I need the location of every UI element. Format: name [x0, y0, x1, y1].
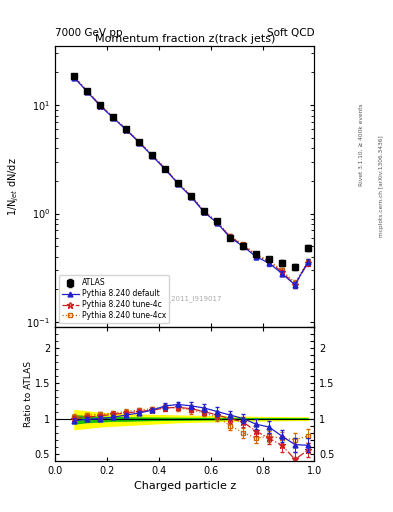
Pythia 8.240 tune-4cx — [189, 193, 194, 199]
Pythia 8.240 tune-4cx — [241, 241, 246, 247]
Pythia 8.240 tune-4cx — [202, 208, 207, 214]
X-axis label: Charged particle z: Charged particle z — [134, 481, 236, 491]
Pythia 8.240 tune-4cx — [176, 180, 181, 186]
Pythia 8.240 default — [306, 259, 310, 265]
Pythia 8.240 tune-4c — [137, 139, 142, 145]
Pythia 8.240 tune-4c — [176, 180, 181, 186]
Pythia 8.240 tune-4c — [306, 260, 310, 266]
Pythia 8.240 tune-4c — [228, 234, 233, 240]
Pythia 8.240 default — [176, 181, 181, 187]
Pythia 8.240 tune-4c — [241, 242, 246, 248]
Line: Pythia 8.240 default: Pythia 8.240 default — [72, 75, 310, 287]
Y-axis label: Ratio to ATLAS: Ratio to ATLAS — [24, 361, 33, 427]
Line: Pythia 8.240 tune-4c: Pythia 8.240 tune-4c — [72, 74, 311, 288]
Pythia 8.240 tune-4cx — [306, 259, 310, 265]
Pythia 8.240 tune-4c — [293, 282, 298, 288]
Pythia 8.240 default — [241, 243, 246, 249]
Pythia 8.240 tune-4cx — [150, 152, 155, 158]
Pythia 8.240 default — [202, 209, 207, 215]
Text: 7000 GeV pp: 7000 GeV pp — [55, 28, 123, 38]
Pythia 8.240 tune-4c — [150, 152, 155, 158]
Pythia 8.240 tune-4cx — [98, 102, 103, 108]
Text: mcplots.cern.ch [arXiv:1306.3436]: mcplots.cern.ch [arXiv:1306.3436] — [379, 136, 384, 238]
Pythia 8.240 tune-4cx — [124, 126, 129, 133]
Pythia 8.240 tune-4cx — [137, 139, 142, 145]
Pythia 8.240 default — [98, 103, 103, 109]
Text: Soft QCD: Soft QCD — [267, 28, 314, 38]
Pythia 8.240 default — [215, 220, 220, 226]
Pythia 8.240 tune-4cx — [228, 233, 233, 239]
Pythia 8.240 default — [72, 75, 77, 81]
Text: ATLAS_2011_I919017: ATLAS_2011_I919017 — [147, 295, 222, 302]
Pythia 8.240 tune-4cx — [293, 280, 298, 286]
Pythia 8.240 tune-4cx — [215, 219, 220, 225]
Pythia 8.240 default — [267, 260, 272, 266]
Text: Rivet 3.1.10, ≥ 400k events: Rivet 3.1.10, ≥ 400k events — [358, 103, 364, 186]
Legend: ATLAS, Pythia 8.240 default, Pythia 8.240 tune-4c, Pythia 8.240 tune-4cx: ATLAS, Pythia 8.240 default, Pythia 8.24… — [59, 275, 169, 323]
Pythia 8.240 default — [189, 194, 194, 200]
Pythia 8.240 tune-4c — [280, 269, 285, 275]
Pythia 8.240 tune-4cx — [163, 165, 168, 172]
Pythia 8.240 tune-4c — [215, 219, 220, 225]
Pythia 8.240 tune-4cx — [111, 114, 116, 120]
Pythia 8.240 tune-4c — [111, 114, 116, 120]
Y-axis label: 1/N$_{jet}$ dN/dz: 1/N$_{jet}$ dN/dz — [6, 157, 21, 216]
Pythia 8.240 tune-4cx — [280, 267, 285, 273]
Pythia 8.240 default — [228, 234, 233, 241]
Pythia 8.240 tune-4c — [124, 126, 129, 133]
Pythia 8.240 tune-4c — [254, 252, 259, 259]
Pythia 8.240 tune-4c — [163, 166, 168, 172]
Pythia 8.240 tune-4cx — [72, 74, 77, 80]
Pythia 8.240 default — [85, 89, 90, 95]
Pythia 8.240 tune-4c — [189, 194, 194, 200]
Line: Pythia 8.240 tune-4cx: Pythia 8.240 tune-4cx — [72, 74, 310, 285]
Pythia 8.240 default — [280, 270, 285, 276]
Pythia 8.240 tune-4c — [85, 88, 90, 94]
Pythia 8.240 tune-4c — [267, 259, 272, 265]
Pythia 8.240 default — [254, 253, 259, 260]
Pythia 8.240 tune-4c — [98, 102, 103, 109]
Title: Momentum fraction z(track jets): Momentum fraction z(track jets) — [95, 34, 275, 44]
Pythia 8.240 tune-4c — [202, 209, 207, 215]
Pythia 8.240 default — [150, 153, 155, 159]
Pythia 8.240 default — [111, 115, 116, 121]
Pythia 8.240 tune-4c — [72, 74, 77, 80]
Pythia 8.240 tune-4cx — [85, 88, 90, 94]
Pythia 8.240 default — [163, 166, 168, 173]
Pythia 8.240 default — [137, 140, 142, 146]
Pythia 8.240 default — [124, 127, 129, 133]
Pythia 8.240 tune-4cx — [267, 258, 272, 264]
Pythia 8.240 tune-4cx — [254, 251, 259, 258]
Pythia 8.240 default — [293, 282, 298, 288]
